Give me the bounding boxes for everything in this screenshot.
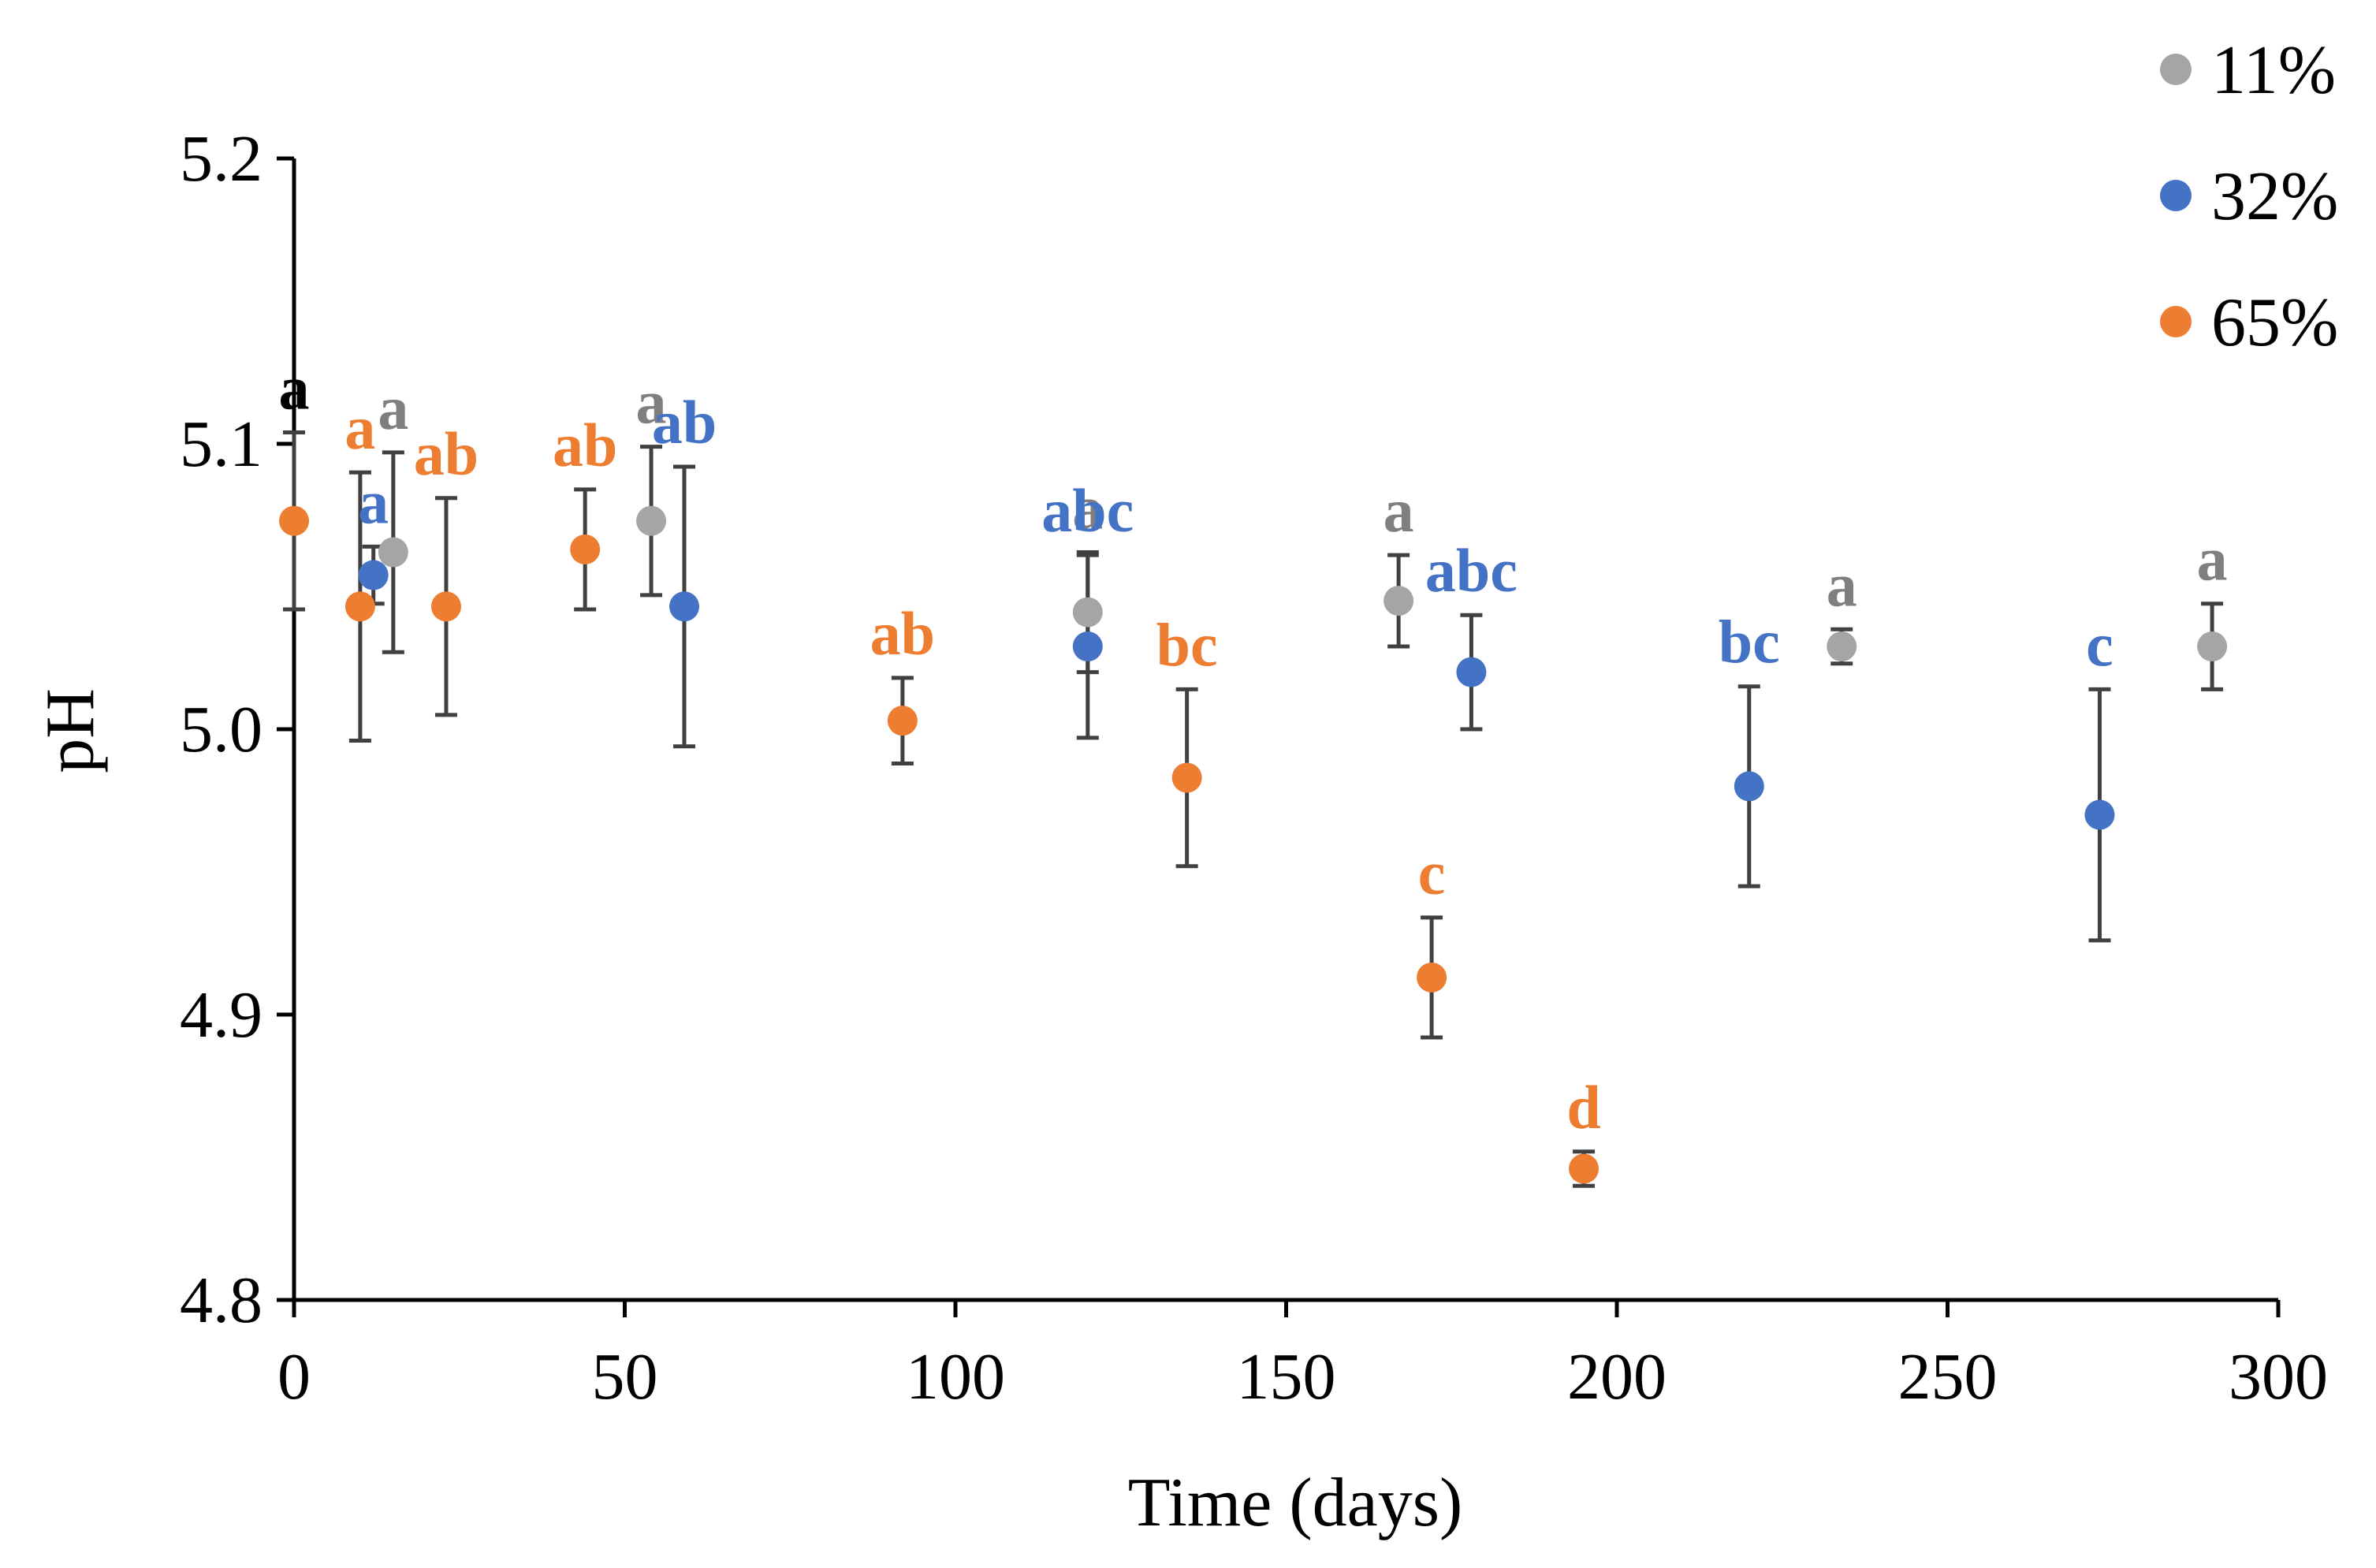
significance-label-32pct: abc xyxy=(1425,536,1518,605)
point-65pct xyxy=(344,591,375,622)
significance-label-11pct: a xyxy=(2197,525,2228,594)
point-32pct xyxy=(1456,657,1487,687)
x-tick-label: 0 xyxy=(277,1340,311,1413)
point-65pct xyxy=(430,591,461,622)
point-initial xyxy=(279,505,309,536)
point-11pct xyxy=(1072,597,1103,628)
point-32pct xyxy=(669,591,700,622)
significance-label-32pct: bc xyxy=(1719,608,1780,676)
significance-label-11pct: a xyxy=(1384,476,1414,545)
significance-label-32pct: ab xyxy=(652,388,717,456)
significance-label-32pct: a xyxy=(358,467,389,536)
significance-label-11pct: a xyxy=(378,374,408,442)
y-tick-label: 5.0 xyxy=(180,693,263,766)
axes: 4.8 4.9 5.0 5.1 5.2 0 50 100 150 200 250 300 xyxy=(180,122,2328,1413)
x-tick-label: 300 xyxy=(2229,1340,2328,1413)
point-32pct xyxy=(2084,799,2115,830)
significance-label-32pct: c xyxy=(2086,610,2113,679)
x-tick-label: 150 xyxy=(1237,1340,1336,1413)
y-tick-label: 5.1 xyxy=(180,408,263,481)
legend-label-65pct: 65% xyxy=(2211,285,2338,361)
point-32pct xyxy=(1072,631,1103,662)
point-11pct xyxy=(636,505,667,536)
point-65pct xyxy=(1569,1153,1600,1184)
point-65pct xyxy=(1417,962,1447,993)
significance-label-11pct: a xyxy=(1827,550,1857,619)
point-65pct xyxy=(570,534,601,564)
x-axis-title: Time (days) xyxy=(1128,1465,1463,1541)
point-32pct xyxy=(358,560,389,590)
legend-marker-32pct xyxy=(2160,180,2192,211)
legend-label-11pct: 11% xyxy=(2211,32,2336,109)
significance-label-initial: a xyxy=(279,354,310,423)
legend: 11% 32% 65% xyxy=(2160,32,2338,361)
point-11pct xyxy=(1384,586,1414,616)
y-tick-label: 4.8 xyxy=(180,1264,263,1337)
significance-label-65pct: bc xyxy=(1156,610,1218,679)
significance-label-65pct: ab xyxy=(414,419,479,488)
legend-marker-65pct xyxy=(2160,306,2192,337)
point-11pct xyxy=(2197,631,2228,662)
x-tick-label: 200 xyxy=(1567,1340,1667,1413)
y-tick-label: 4.9 xyxy=(180,978,263,1052)
x-tick-label: 50 xyxy=(592,1340,658,1413)
significance-label-65pct: ab xyxy=(870,599,935,668)
significance-label-11pct: a xyxy=(1072,474,1103,542)
significance-label-65pct: c xyxy=(1418,839,1446,907)
legend-marker-11pct xyxy=(2160,54,2192,85)
significance-label-32pct: abc xyxy=(1041,476,1134,545)
point-65pct xyxy=(887,706,918,736)
legend-label-32pct: 32% xyxy=(2211,158,2338,235)
y-axis-title: pH xyxy=(32,688,109,773)
point-11pct xyxy=(1827,631,1857,662)
x-tick-label: 250 xyxy=(1898,1340,1998,1413)
data-points xyxy=(279,505,2228,1184)
significance-label-65pct: ab xyxy=(553,411,617,479)
significance-label-65pct: a xyxy=(344,393,375,462)
significance-label-65pct: d xyxy=(1566,1073,1600,1142)
x-tick-label: 100 xyxy=(906,1340,1005,1413)
point-11pct xyxy=(378,537,408,568)
y-tick-label: 5.2 xyxy=(180,122,263,196)
point-32pct xyxy=(1734,771,1764,802)
point-65pct xyxy=(1171,762,1202,793)
significance-label-11pct: a xyxy=(636,368,667,437)
